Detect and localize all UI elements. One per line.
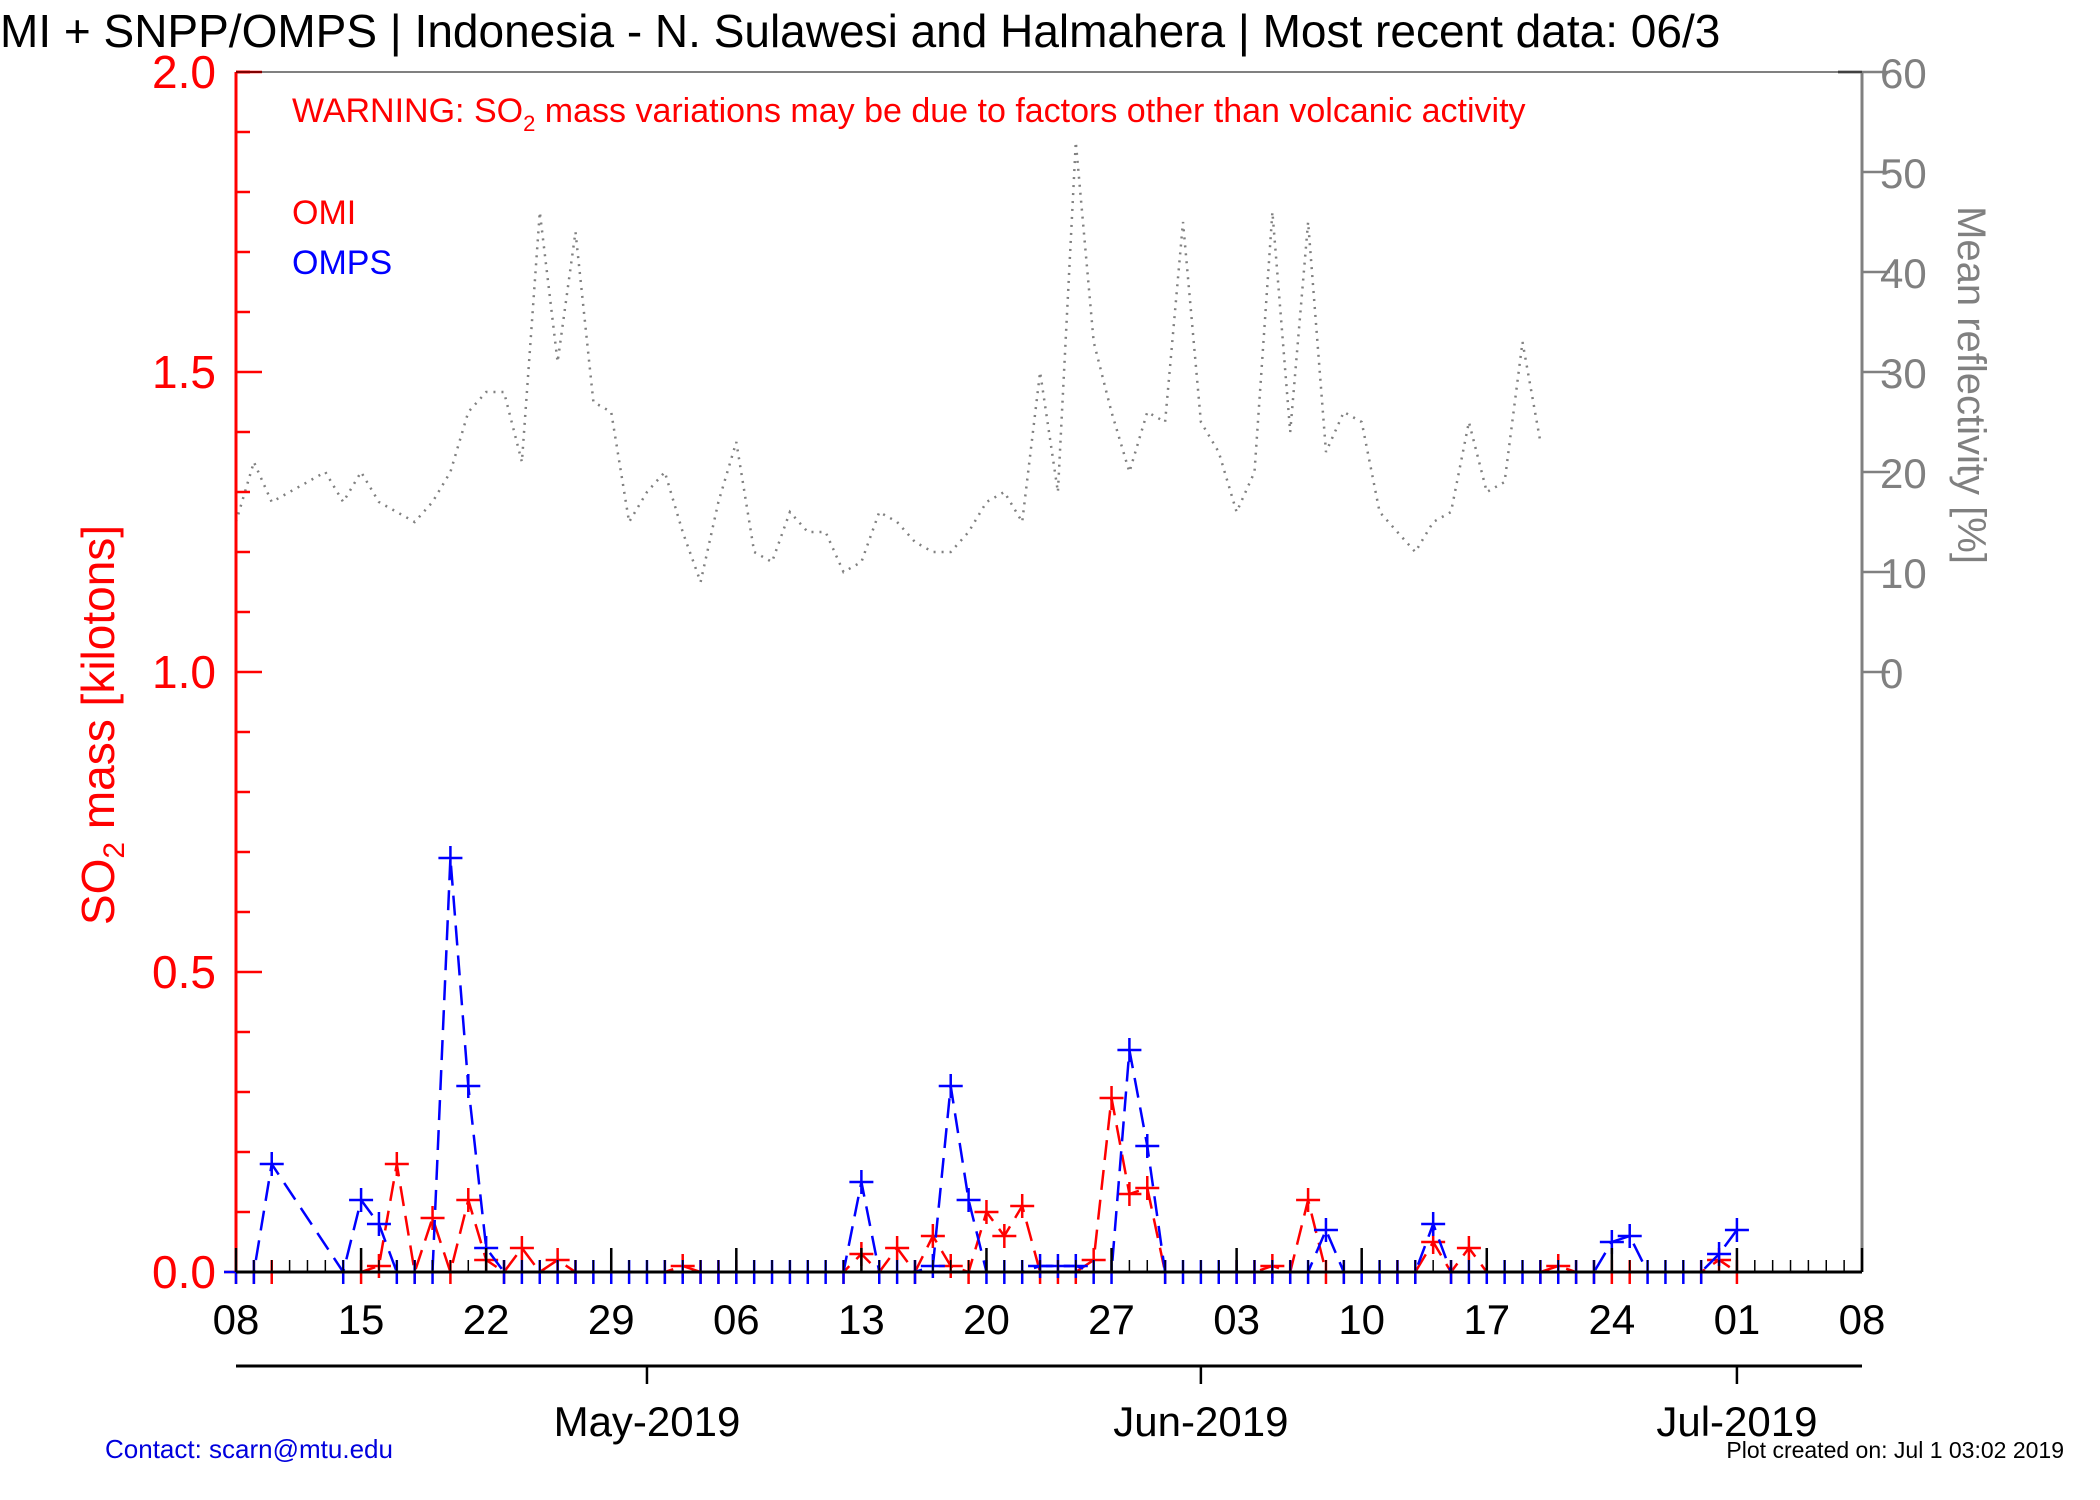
data-point-marker	[938, 1074, 963, 1098]
series-line	[234, 141, 1542, 587]
warning-text: WARNING: SO2 mass variations may be due …	[292, 92, 1526, 136]
month-tick-label: May-2019	[554, 1398, 741, 1445]
x-tick-label: 03	[1213, 1296, 1260, 1343]
month-tick-label: Jun-2019	[1113, 1398, 1288, 1445]
data-point-marker	[438, 846, 463, 870]
y-right-tick-label: 30	[1880, 350, 1927, 397]
x-tick-label: 22	[463, 1296, 510, 1343]
month-tick-label: Jul-2019	[1656, 1398, 1817, 1445]
y-left-tick-label: 0.5	[152, 946, 216, 998]
data-point-marker	[992, 1224, 1017, 1248]
data-point-marker	[1117, 1038, 1142, 1062]
data-point-marker	[384, 1152, 409, 1176]
data-point-marker	[1135, 1134, 1160, 1158]
data-point-marker	[1099, 1086, 1124, 1110]
y-right-tick-label: 20	[1880, 450, 1927, 497]
x-tick-label: 20	[963, 1296, 1010, 1343]
data-point-marker	[1010, 1194, 1035, 1218]
chart-title: MI + SNPP/OMPS | Indonesia - N. Sulawesi…	[0, 5, 1721, 57]
x-tick-label: 17	[1463, 1296, 1510, 1343]
y-right-tick-label: 10	[1880, 550, 1927, 597]
data-point-marker	[1617, 1224, 1642, 1248]
x-tick-label: 08	[1839, 1296, 1886, 1343]
data-point-marker	[849, 1170, 874, 1194]
data-point-marker	[509, 1236, 534, 1260]
x-tick-label: 08	[213, 1296, 260, 1343]
y-right-tick-label: 40	[1880, 250, 1927, 297]
y-axis-right-label: Mean reflectivity [%]	[1949, 206, 1993, 564]
y-right-tick-label: 0	[1880, 650, 1903, 697]
y-right-tick-label: 60	[1880, 50, 1927, 97]
y-right-tick-label: 50	[1880, 150, 1927, 197]
data-point-marker	[920, 1224, 945, 1248]
x-tick-label: 13	[838, 1296, 885, 1343]
data-point-marker	[956, 1188, 981, 1212]
x-tick-label: 27	[1088, 1296, 1135, 1343]
plot-created-text: Plot created on: Jul 1 03:02 2019	[1726, 1437, 2064, 1463]
x-tick-label: 29	[588, 1296, 635, 1343]
reflectivity-series	[234, 141, 1542, 587]
x-tick-label: 15	[338, 1296, 385, 1343]
legend-omi: OMI	[292, 194, 356, 232]
data-point-marker	[456, 1188, 481, 1212]
data-point-marker	[1117, 1182, 1142, 1206]
data-point-marker	[1456, 1236, 1481, 1260]
data-point-marker	[1135, 1176, 1160, 1200]
x-tick-label: 10	[1338, 1296, 1385, 1343]
data-point-marker	[1724, 1218, 1749, 1242]
y-axis-left-label: SO2 mass [kilotons]	[72, 525, 131, 925]
data-point-marker	[1313, 1218, 1338, 1242]
data-point-marker	[366, 1212, 391, 1236]
data-point-marker	[420, 1206, 445, 1230]
y-left-tick-label: 1.0	[152, 646, 216, 698]
y-left-tick-label: 1.5	[152, 346, 216, 398]
data-point-marker	[456, 1074, 481, 1098]
y-left-tick-label: 2.0	[152, 46, 216, 98]
legend-omps: OMPS	[292, 244, 392, 282]
x-tick-label: 24	[1588, 1296, 1635, 1343]
data-point-marker	[259, 1152, 284, 1176]
series-line	[236, 1097, 1738, 1277]
x-tick-label: 06	[713, 1296, 760, 1343]
data-point-marker	[349, 1188, 374, 1212]
contact-link[interactable]: Contact: scarn@mtu.edu	[105, 1434, 393, 1464]
y-left-tick-label: 0.0	[152, 1246, 216, 1298]
data-point-marker	[974, 1200, 999, 1224]
data-point-marker	[1421, 1212, 1446, 1236]
data-point-marker	[885, 1236, 910, 1260]
x-tick-label: 01	[1714, 1296, 1761, 1343]
data-point-marker	[1296, 1188, 1321, 1212]
